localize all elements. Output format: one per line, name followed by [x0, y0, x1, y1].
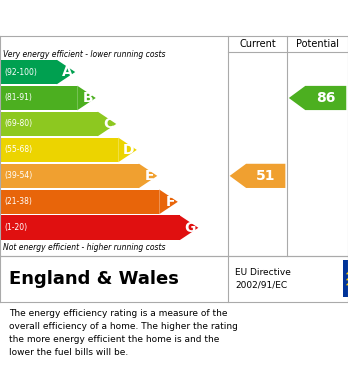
Text: (21-38): (21-38) — [4, 197, 32, 206]
Text: D: D — [122, 143, 134, 157]
Text: (69-80): (69-80) — [4, 119, 32, 129]
Polygon shape — [159, 190, 178, 214]
Polygon shape — [180, 215, 198, 240]
Text: 51: 51 — [256, 169, 276, 183]
Polygon shape — [289, 86, 346, 110]
Text: Current: Current — [239, 39, 276, 49]
Text: Very energy efficient - lower running costs: Very energy efficient - lower running co… — [3, 50, 166, 59]
Text: (1-20): (1-20) — [4, 223, 27, 232]
Text: England & Wales: England & Wales — [9, 270, 179, 288]
Text: A: A — [62, 65, 72, 79]
Bar — [343, 260, 348, 297]
Text: 86: 86 — [316, 91, 335, 105]
Polygon shape — [230, 164, 285, 188]
Text: Not energy efficient - higher running costs: Not energy efficient - higher running co… — [3, 243, 166, 252]
Bar — [0, 138, 118, 162]
Bar — [0, 215, 180, 240]
Text: Energy Efficiency Rating: Energy Efficiency Rating — [9, 11, 219, 25]
Bar — [0, 190, 159, 214]
Polygon shape — [98, 111, 116, 136]
Bar — [0, 60, 57, 84]
Bar — [0, 86, 77, 110]
Polygon shape — [77, 86, 96, 110]
Bar — [0, 111, 98, 136]
Text: F: F — [166, 195, 175, 209]
Text: Potential: Potential — [296, 39, 339, 49]
Text: (81-91): (81-91) — [4, 93, 32, 102]
Text: (55-68): (55-68) — [4, 145, 32, 154]
Text: C: C — [103, 117, 113, 131]
Text: E: E — [145, 169, 155, 183]
Text: The energy efficiency rating is a measure of the
overall efficiency of a home. T: The energy efficiency rating is a measur… — [9, 309, 238, 357]
Text: B: B — [82, 91, 93, 105]
Polygon shape — [139, 163, 157, 188]
Text: G: G — [184, 221, 196, 235]
Text: EU Directive
2002/91/EC: EU Directive 2002/91/EC — [235, 268, 291, 289]
Polygon shape — [57, 60, 75, 84]
Polygon shape — [118, 138, 137, 162]
Text: (92-100): (92-100) — [4, 68, 37, 77]
Bar — [0, 163, 139, 188]
Text: (39-54): (39-54) — [4, 171, 32, 180]
